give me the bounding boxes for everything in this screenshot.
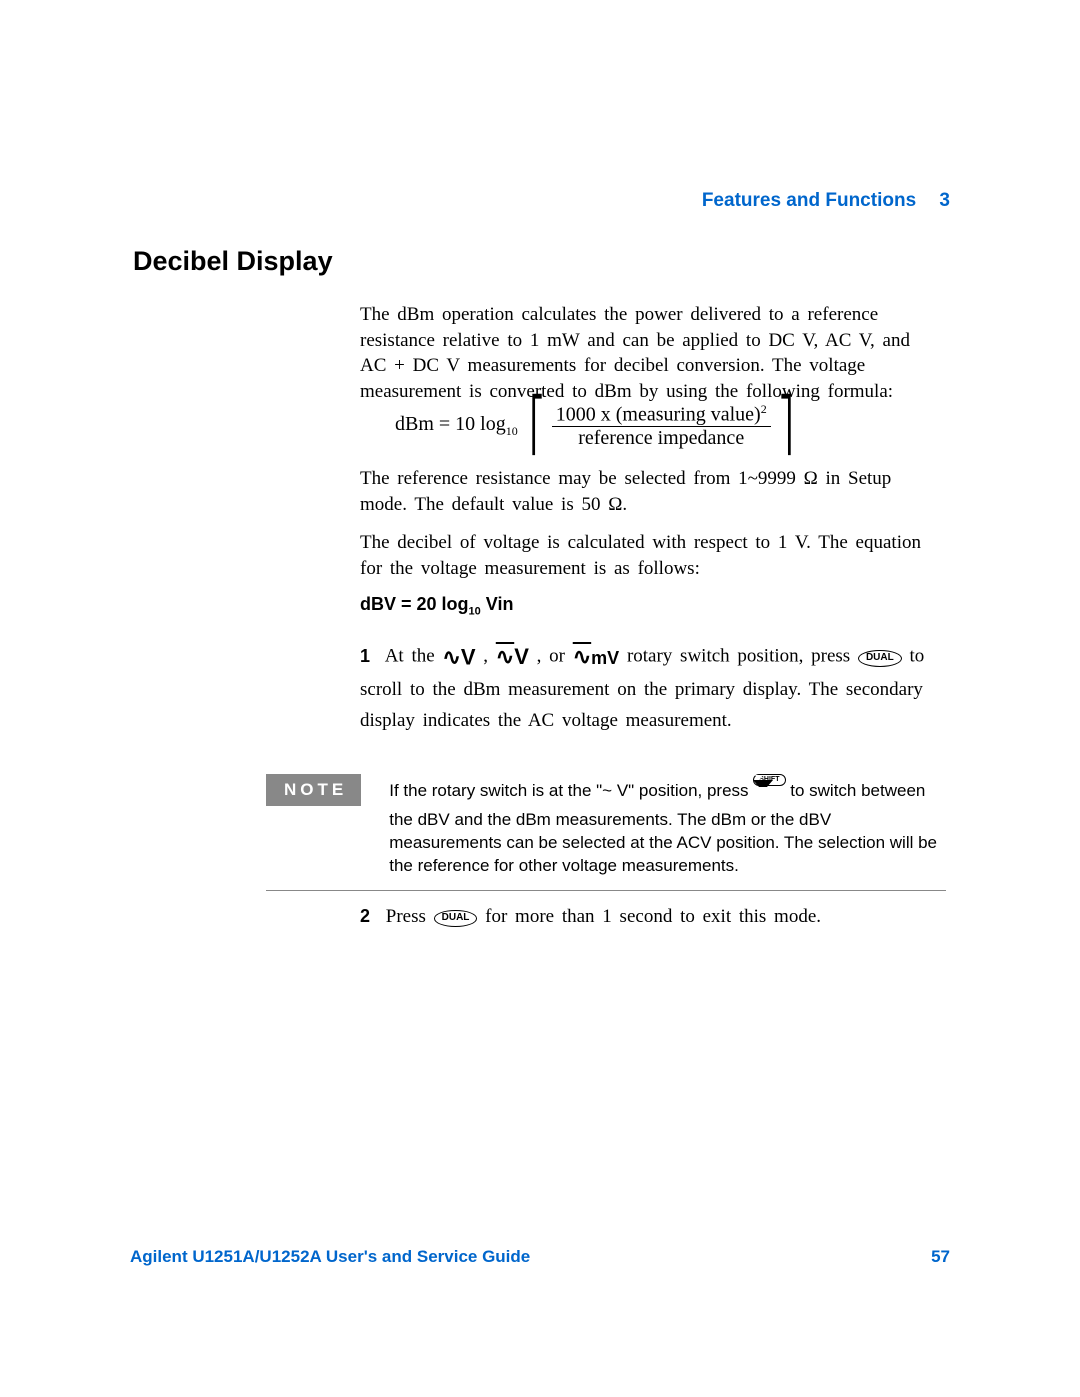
formula-denominator: reference impedance: [574, 427, 748, 450]
shift-button-icon: SHIFT: [753, 774, 785, 809]
note-badge: NOTE: [266, 774, 361, 806]
right-bracket-icon: ⎤: [779, 400, 793, 452]
ac-dc-mv-icon: ∿mV: [573, 640, 619, 675]
step-2: 2 Press DUAL for more than 1 second to e…: [360, 906, 940, 928]
ref-resistance-paragraph: The reference resistance may be selected…: [360, 466, 940, 517]
note-text: If the rotary switch is at the "~ V" pos…: [389, 774, 946, 878]
dual-button-icon: DUAL: [434, 910, 478, 927]
ac-dc-v-icon: ∿V: [496, 640, 529, 675]
dbv-equation: dBV = 20 log10 Vin: [360, 594, 513, 618]
footer-guide-title: Agilent U1251A/U1252A User's and Service…: [130, 1247, 530, 1267]
dbm-formula: dBm = 10 log10 ⎡ 1000 x (measuring value…: [395, 400, 799, 452]
step-1-number: 1: [360, 642, 378, 670]
formula-numerator: 1000 x (measuring value)2: [552, 402, 771, 428]
note-block: NOTE If the rotary switch is at the "~ V…: [266, 774, 946, 891]
intro-paragraph: The dBm operation calculates the power d…: [360, 302, 940, 405]
dual-button-icon: DUAL: [858, 650, 902, 667]
dbv-intro-paragraph: The decibel of voltage is calculated wit…: [360, 530, 940, 581]
step-1: 1 At the ∿V , ∿V , or ∿mV rotary switch …: [360, 640, 940, 736]
formula-fraction: 1000 x (measuring value)2 reference impe…: [552, 402, 771, 451]
formula-lhs: dBm = 10 log10: [395, 413, 518, 439]
ac-v-icon: ∿V: [442, 645, 475, 670]
step-2-number: 2: [360, 906, 378, 927]
left-bracket-icon: ⎡: [530, 400, 544, 452]
page: Features and Functions 3 Decibel Display…: [0, 0, 1080, 1397]
chapter-number: 3: [939, 190, 950, 211]
chapter-header: Features and Functions 3: [702, 190, 950, 212]
footer-page-number: 57: [931, 1247, 950, 1267]
section-title: Decibel Display: [133, 246, 333, 277]
page-footer: Agilent U1251A/U1252A User's and Service…: [130, 1247, 950, 1267]
chapter-title: Features and Functions: [702, 190, 916, 211]
